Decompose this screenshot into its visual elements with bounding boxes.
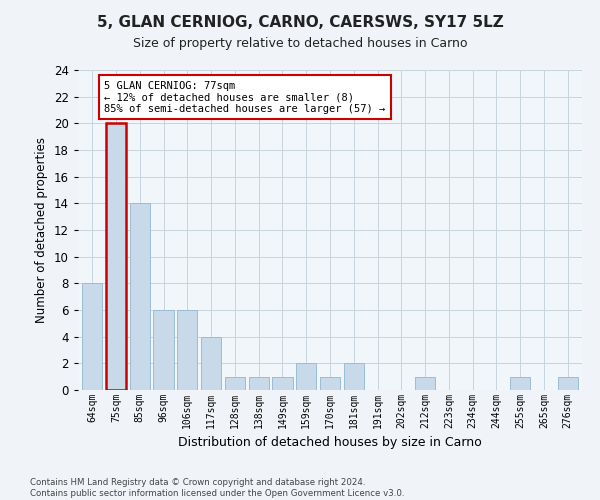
X-axis label: Distribution of detached houses by size in Carno: Distribution of detached houses by size …	[178, 436, 482, 450]
Text: Size of property relative to detached houses in Carno: Size of property relative to detached ho…	[133, 38, 467, 51]
Bar	[201, 336, 221, 390]
Bar	[557, 376, 578, 390]
Bar	[320, 376, 340, 390]
Bar	[510, 376, 530, 390]
Bar	[106, 124, 126, 390]
Bar	[248, 376, 269, 390]
Y-axis label: Number of detached properties: Number of detached properties	[35, 137, 49, 323]
Bar	[82, 284, 103, 390]
Bar	[296, 364, 316, 390]
Bar	[130, 204, 150, 390]
Bar	[225, 376, 245, 390]
Bar	[415, 376, 435, 390]
Text: 5 GLAN CERNIOG: 77sqm
← 12% of detached houses are smaller (8)
85% of semi-detac: 5 GLAN CERNIOG: 77sqm ← 12% of detached …	[104, 80, 385, 114]
Bar	[177, 310, 197, 390]
Bar	[154, 310, 173, 390]
Bar	[272, 376, 293, 390]
Bar	[344, 364, 364, 390]
Text: 5, GLAN CERNIOG, CARNO, CAERSWS, SY17 5LZ: 5, GLAN CERNIOG, CARNO, CAERSWS, SY17 5L…	[97, 15, 503, 30]
Text: Contains HM Land Registry data © Crown copyright and database right 2024.
Contai: Contains HM Land Registry data © Crown c…	[30, 478, 404, 498]
